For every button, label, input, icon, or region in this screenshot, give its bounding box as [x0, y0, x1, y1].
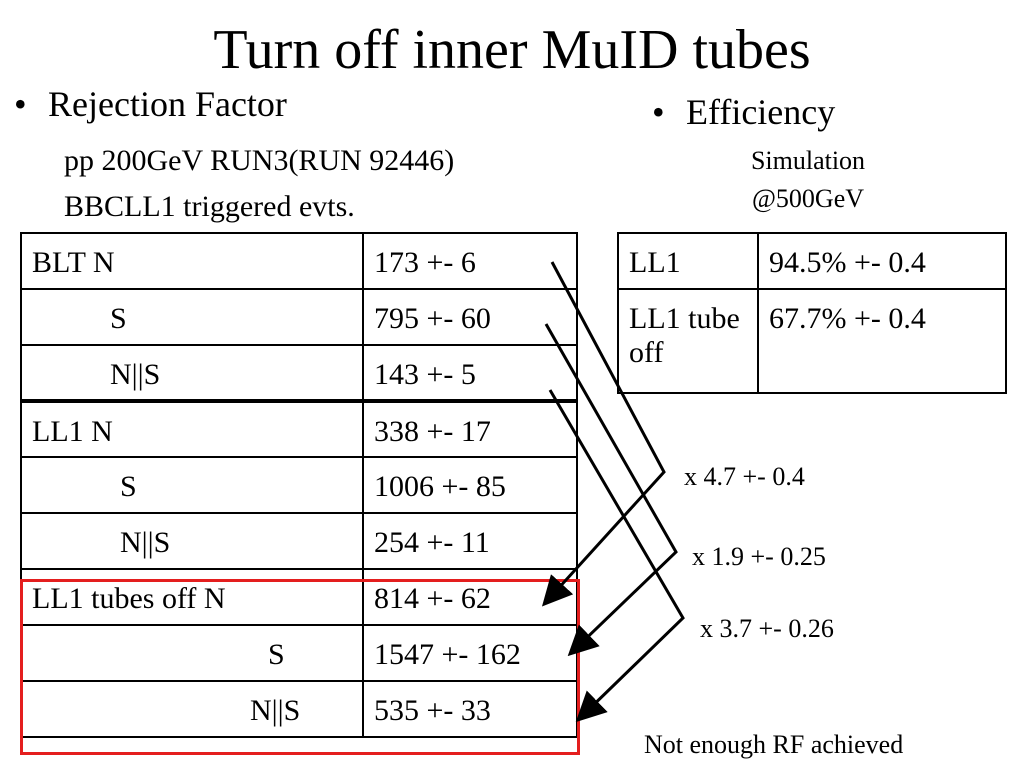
bullet-icon: • — [14, 84, 27, 124]
rejection-factor-table: BLT N 173 +- 6 S 795 +- 60 N||S 143 +- 5… — [20, 232, 578, 738]
row-label: S — [20, 288, 364, 346]
table-row: S 1006 +- 85 — [20, 456, 578, 514]
table-row: LL1 94.5% +- 0.4 — [617, 232, 1007, 290]
row-value: 795 +- 60 — [362, 288, 578, 346]
run-info-line: pp 200GeV RUN3(RUN 92446) — [64, 144, 455, 177]
ratio-label-nors: x 3.7 +- 0.26 — [700, 614, 834, 643]
table-row: LL1 tube off 67.7% +- 0.4 — [617, 288, 1007, 394]
row-label: S — [20, 456, 364, 514]
row-label: LL1 tube off — [617, 288, 759, 394]
row-value: 94.5% +- 0.4 — [757, 232, 1007, 290]
tubes-off-highlight-box — [20, 579, 580, 755]
row-value: 338 +- 17 — [362, 399, 578, 458]
efficiency-label: Efficiency — [686, 92, 836, 132]
trigger-info-line: BBCLL1 triggered evts. — [64, 190, 355, 223]
efficiency-heading: • Efficiency — [652, 92, 835, 132]
ratio-label-s: x 1.9 +- 0.25 — [692, 542, 826, 571]
rejection-factor-heading: • Rejection Factor — [14, 84, 287, 124]
row-value: 1547 +- 162 — [362, 624, 578, 682]
table-row: S 795 +- 60 — [20, 288, 578, 346]
row-label: N||S — [20, 344, 364, 402]
row-value: 173 +- 6 — [362, 232, 578, 290]
table-row: BLT N 173 +- 6 — [20, 232, 578, 290]
row-label: S — [20, 624, 364, 682]
table-row: LL1 tubes off N 814 +- 62 — [20, 568, 578, 626]
row-label: LL1 N — [20, 399, 364, 458]
table-row: S 1547 +- 162 — [20, 624, 578, 682]
rejection-factor-label: Rejection Factor — [48, 84, 287, 124]
row-value: 143 +- 5 — [362, 344, 578, 402]
efficiency-table: LL1 94.5% +- 0.4 LL1 tube off 67.7% +- 0… — [617, 232, 1007, 394]
table-row: N||S 535 +- 33 — [20, 680, 578, 738]
row-label: LL1 tubes off N — [20, 568, 364, 626]
row-value: 1006 +- 85 — [362, 456, 578, 514]
bullet-icon: • — [652, 92, 665, 132]
ratio-label-n: x 4.7 +- 0.4 — [684, 462, 805, 491]
arrow-nors — [548, 389, 685, 723]
table-row: N||S 254 +- 11 — [20, 512, 578, 570]
row-label: BLT N — [20, 232, 364, 290]
row-label: N||S — [20, 512, 364, 570]
row-value: 254 +- 11 — [362, 512, 578, 570]
page-title: Turn off inner MuID tubes — [213, 19, 811, 81]
row-value: 814 +- 62 — [362, 568, 578, 626]
simulation-label: Simulation — [750, 146, 866, 175]
row-label: LL1 — [617, 232, 759, 290]
table-row: LL1 N 338 +- 17 — [20, 399, 578, 458]
row-value: 535 +- 33 — [362, 680, 578, 738]
arrow-s — [544, 323, 678, 657]
conclusion-note: Not enough RF achieved — [644, 730, 904, 759]
row-label: N||S — [20, 680, 364, 738]
arrow-n — [541, 261, 666, 607]
row-value: 67.7% +- 0.4 — [757, 288, 1007, 394]
table-row: N||S 143 +- 5 — [20, 344, 578, 402]
energy-label: @500GeV — [751, 184, 865, 213]
